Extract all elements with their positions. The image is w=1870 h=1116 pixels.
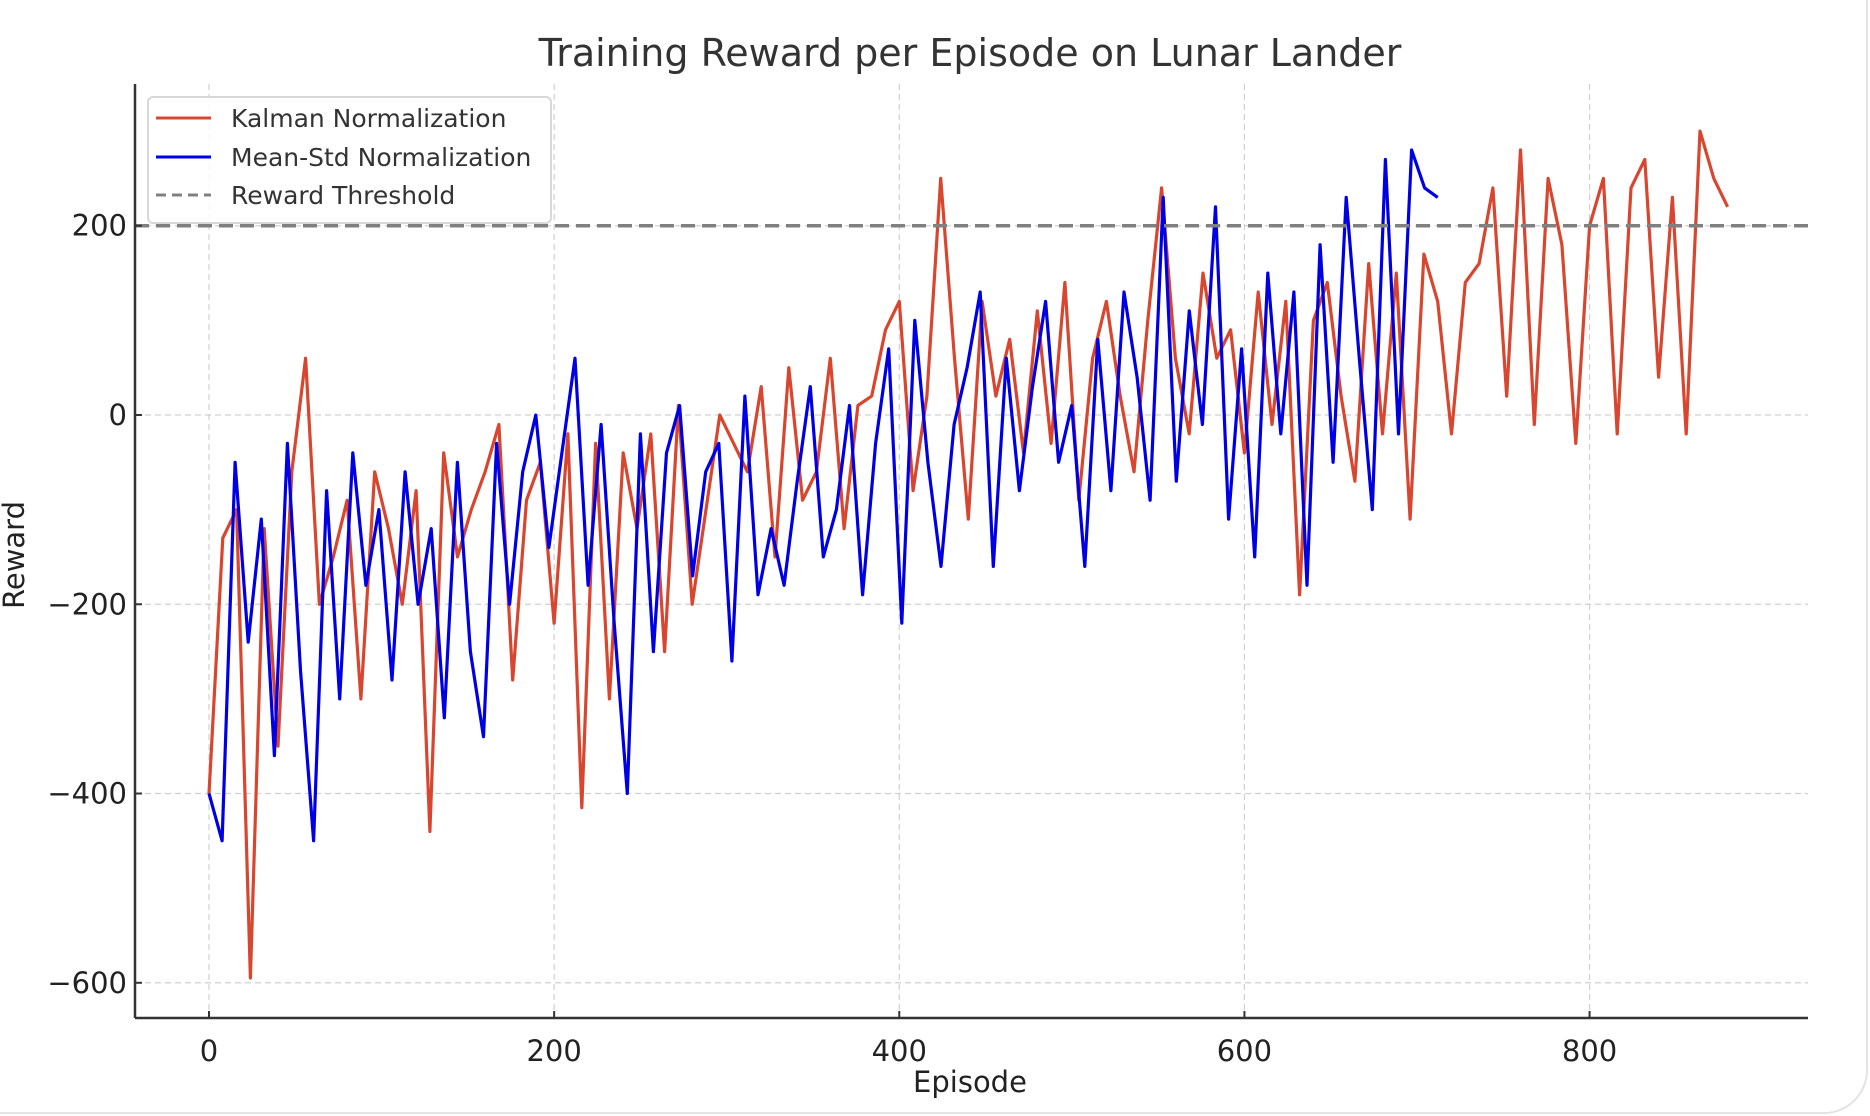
series-layer bbox=[207, 129, 1730, 980]
legend-label-mean-std: Mean-Std Normalization bbox=[231, 143, 531, 172]
y-tick-label: −200 bbox=[47, 587, 127, 621]
legend-box bbox=[147, 96, 552, 224]
x-tick-label: 400 bbox=[872, 1034, 927, 1068]
y-tick-label: 0 bbox=[109, 398, 127, 432]
chart-title: Training Reward per Episode on Lunar Lan… bbox=[538, 31, 1402, 75]
x-tick-label: 200 bbox=[526, 1034, 581, 1068]
legend-label-kalman: Kalman Normalization bbox=[231, 104, 506, 133]
y-tick-label: 200 bbox=[72, 209, 127, 243]
legend-label-threshold: Reward Threshold bbox=[231, 181, 455, 210]
axes bbox=[133, 84, 1808, 1020]
tick-labels: 0 200 400 600 800 200 0 −200 −400 −600 bbox=[47, 209, 1617, 1068]
series-kalman-line bbox=[207, 129, 1730, 980]
y-axis-label: Reward bbox=[0, 501, 31, 609]
series-mean-std-line bbox=[207, 148, 1439, 843]
y-tick-label: −400 bbox=[47, 777, 127, 811]
x-tick-label: 600 bbox=[1217, 1034, 1272, 1068]
x-tick-label: 0 bbox=[200, 1034, 218, 1068]
legend: Kalman Normalization Mean-Std Normalizat… bbox=[147, 96, 552, 224]
x-tick-label: 800 bbox=[1562, 1034, 1617, 1068]
x-axis-label: Episode bbox=[913, 1065, 1027, 1099]
y-tick-label: −600 bbox=[47, 966, 127, 1000]
